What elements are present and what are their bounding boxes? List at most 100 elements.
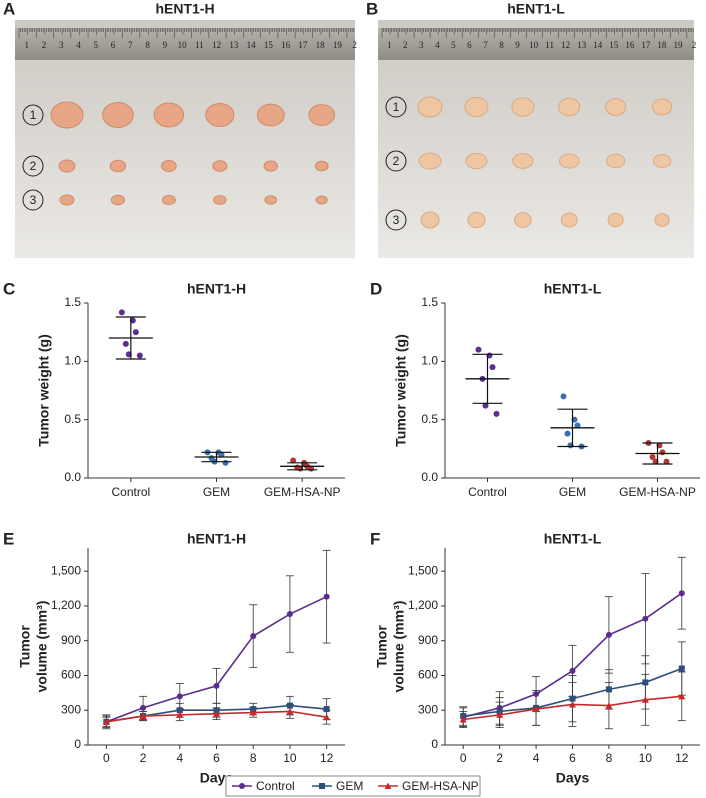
ruler-number: 15: [264, 40, 274, 50]
data-point: [641, 696, 649, 703]
y-axis-label: Tumor: [17, 625, 33, 668]
ruler-number: 8: [145, 40, 150, 50]
panel-label: E: [3, 529, 14, 548]
tumor: [467, 211, 486, 229]
data-point: [574, 422, 581, 429]
y-tick-label: 1.5: [421, 295, 438, 309]
y-tick-label: 0.0: [64, 470, 81, 484]
data-point: [663, 458, 670, 465]
tumor: [264, 195, 278, 205]
y-tick-label: 600: [61, 668, 81, 682]
y-tick-label: 900: [61, 633, 81, 647]
row-marker: [22, 155, 44, 177]
y-tick-label: 0.5: [421, 412, 438, 426]
tumor: [605, 98, 627, 116]
x-tick-label: 10: [639, 751, 653, 765]
tumor: [512, 153, 534, 169]
y-tick-label: 900: [418, 633, 438, 647]
data-point: [564, 430, 571, 437]
tumor: [212, 160, 228, 172]
tumor: [213, 195, 227, 205]
row-marker: [385, 96, 407, 118]
legend-label: GEM: [336, 779, 363, 793]
data-point: [102, 718, 110, 725]
row-marker: [22, 189, 44, 211]
tumor: [315, 195, 328, 205]
y-tick-label: 1,200: [51, 598, 81, 612]
ruler-number: 10: [529, 40, 539, 50]
ruler-number: 14: [593, 40, 603, 50]
y-tick-label: 0.5: [64, 412, 81, 426]
ruler-number: 14: [247, 40, 257, 50]
data-point: [569, 667, 576, 674]
data-point: [493, 410, 500, 417]
x-tick-label: GEM: [559, 485, 586, 499]
data-point: [569, 695, 576, 702]
data-point: [533, 691, 540, 698]
data-point: [249, 709, 257, 716]
y-tick-label: 300: [418, 702, 438, 716]
ruler-number: 13: [229, 40, 239, 50]
tumor: [559, 153, 580, 169]
ruler-number: 10: [178, 40, 188, 50]
row-number: 1: [393, 100, 400, 114]
x-tick-label: 8: [606, 751, 613, 765]
y-tick-label: 0: [431, 737, 438, 751]
data-point: [139, 712, 147, 720]
tumor: [256, 103, 285, 127]
ruler-number: 7: [483, 40, 488, 50]
x-tick-label: 4: [176, 751, 183, 765]
data-point: [213, 710, 220, 717]
data-point: [132, 329, 139, 336]
legend-label: GEM-HSA-NP: [402, 779, 479, 793]
tumor: [560, 212, 578, 228]
tumor: [654, 213, 670, 227]
photo-title: hENT1-H: [155, 1, 214, 17]
ruler-number: 12: [561, 40, 570, 50]
tumor: [418, 152, 442, 170]
tumor: [465, 152, 488, 170]
x-tick-label: 2: [496, 751, 503, 765]
chart-title: hENT1-H: [187, 531, 246, 547]
y-tick-label: 0: [74, 737, 81, 751]
ruler-number: 5: [451, 40, 456, 50]
data-point: [323, 706, 330, 713]
data-point: [286, 611, 293, 618]
tumor: [263, 160, 278, 172]
y-axis-label: Tumor weight (g): [393, 334, 409, 447]
y-tick-label: 0.0: [421, 470, 438, 484]
panel-label: F: [370, 529, 380, 548]
ruler: [378, 28, 694, 60]
ruler-number: 19: [673, 40, 683, 50]
ruler-number: 7: [128, 40, 133, 50]
ruler-number: 4: [76, 40, 81, 50]
tumor: [514, 212, 532, 228]
ruler-number: 17: [641, 40, 651, 50]
data-point: [678, 590, 685, 597]
data-point: [605, 686, 612, 693]
x-tick-label: 6: [213, 751, 220, 765]
tumor: [417, 96, 443, 118]
data-point: [286, 707, 294, 715]
row-marker: [385, 209, 407, 231]
ruler-number: 4: [435, 40, 440, 50]
x-tick-label: GEM: [203, 485, 230, 499]
data-point: [659, 449, 666, 456]
data-point: [323, 713, 331, 721]
x-tick-label: Control: [111, 485, 150, 499]
tumor: [420, 211, 440, 229]
tumor: [153, 102, 185, 128]
data-point: [605, 702, 613, 709]
y-axis-label: Tumor weight (g): [36, 334, 52, 447]
tumor: [59, 194, 75, 206]
x-tick-label: 4: [533, 751, 540, 765]
tumor: [58, 159, 76, 173]
panel-label: D: [370, 279, 382, 298]
ruler-number: 16: [281, 40, 291, 50]
ruler-number: 12: [212, 40, 221, 50]
tumor: [110, 194, 126, 206]
ruler-number: 2: [42, 40, 47, 50]
x-tick-label: 12: [675, 751, 689, 765]
x-tick-label: 8: [250, 751, 257, 765]
